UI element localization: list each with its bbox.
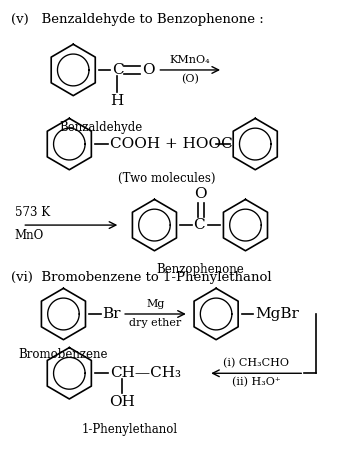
Text: COOH + HOOC: COOH + HOOC bbox=[110, 137, 233, 151]
Text: O: O bbox=[142, 63, 154, 77]
Text: Br: Br bbox=[103, 307, 121, 321]
Text: (vi)  Bromobenzene to 1-Phenylethanol: (vi) Bromobenzene to 1-Phenylethanol bbox=[11, 270, 271, 283]
Text: KMnO₄: KMnO₄ bbox=[170, 55, 210, 65]
Text: MgBr: MgBr bbox=[255, 307, 299, 321]
Text: H: H bbox=[111, 94, 124, 108]
Text: O: O bbox=[194, 188, 207, 201]
Text: (Two molecules): (Two molecules) bbox=[118, 172, 216, 185]
Text: OH: OH bbox=[109, 395, 135, 409]
Text: Benzophenone: Benzophenone bbox=[157, 263, 244, 275]
Text: MnO: MnO bbox=[14, 229, 44, 242]
Text: 1-Phenylethanol: 1-Phenylethanol bbox=[82, 423, 178, 436]
Text: Mg: Mg bbox=[146, 299, 165, 309]
Text: (v)   Benzaldehyde to Benzophenone :: (v) Benzaldehyde to Benzophenone : bbox=[11, 13, 263, 25]
Text: (i) CH₃CHO: (i) CH₃CHO bbox=[223, 358, 289, 369]
Text: CH—CH₃: CH—CH₃ bbox=[110, 366, 181, 380]
Text: (O): (O) bbox=[181, 74, 199, 84]
Text: 573 K: 573 K bbox=[14, 206, 50, 219]
Text: C: C bbox=[113, 63, 124, 77]
Text: Benzaldehyde: Benzaldehyde bbox=[59, 121, 142, 134]
Text: dry ether: dry ether bbox=[129, 318, 182, 328]
Text: C: C bbox=[194, 218, 205, 232]
Text: Bromobenzene: Bromobenzene bbox=[19, 348, 108, 361]
Text: (ii) H₃O⁺: (ii) H₃O⁺ bbox=[232, 377, 280, 388]
